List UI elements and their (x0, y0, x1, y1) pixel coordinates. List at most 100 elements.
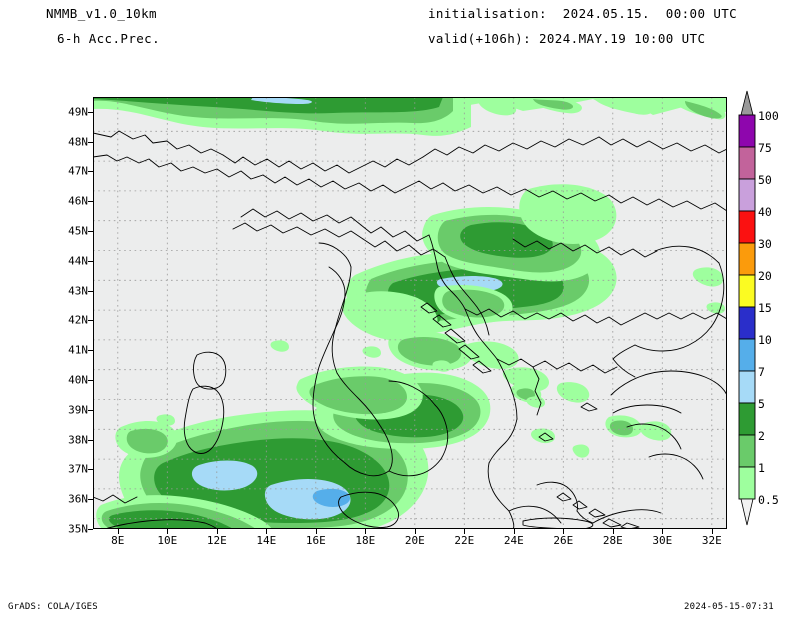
map-canvas (93, 97, 727, 529)
y-axis-label: 36N (68, 492, 88, 506)
precip-patch-light (484, 342, 503, 354)
colorbar-band-5 (738, 402, 756, 436)
colorbar-band-10 (738, 338, 756, 372)
x-axis-label: 32E (701, 534, 722, 547)
colorbar-label-1: 1 (758, 461, 765, 475)
x-tick (612, 529, 614, 534)
y-axis-label: 44N (68, 254, 88, 268)
initialisation-time: initialisation: 2024.05.15. 00:00 UTC (428, 6, 738, 21)
precip-patch-light (593, 97, 654, 115)
y-axis-label: 48N (68, 135, 88, 149)
colorbar-swatches (738, 90, 756, 526)
y-tick (88, 499, 93, 501)
x-tick (266, 529, 268, 534)
y-axis-label: 39N (68, 403, 88, 417)
x-axis-label: 10E (157, 534, 178, 547)
y-tick (88, 380, 93, 381)
y-axis-label: 43N (68, 284, 88, 298)
y-axis-label: 45N (68, 224, 88, 238)
x-axis-label: 14E (256, 534, 277, 547)
y-tick (88, 171, 93, 173)
precip-patch-light (477, 97, 517, 116)
precip-patch-light (531, 428, 555, 444)
precip-region-med (309, 376, 407, 415)
colorbar-label-30: 30 (758, 237, 772, 251)
y-axis-label: 47N (68, 164, 88, 178)
precip-region-dark (460, 222, 553, 258)
y-axis-label: 46N (68, 194, 88, 208)
x-axis-label: 16E (305, 534, 326, 547)
y-tick (88, 409, 93, 411)
precip-patch-light (692, 267, 724, 287)
colorbar-label-75: 75 (758, 141, 772, 155)
colorbar: 100 75 50 40 30 20 15 10 7 5 2 1 0.5 (736, 89, 794, 529)
precipitation-map (93, 97, 727, 529)
x-tick (563, 529, 565, 534)
colorbar-bottom-cap (740, 498, 754, 526)
x-tick (167, 529, 169, 534)
colorbar-label-2: 2 (758, 429, 765, 443)
y-axis-label: 49N (68, 105, 88, 119)
colorbar-band-40 (738, 210, 756, 244)
x-axis-label: 22E (454, 534, 475, 547)
render-timestamp: 2024-05-15-07:31 (684, 602, 774, 612)
colorbar-label-7: 7 (758, 365, 765, 379)
x-axis-label: 12E (206, 534, 227, 547)
precip-patch-med (533, 99, 574, 110)
y-tick (88, 320, 93, 322)
precip-region-med (126, 428, 168, 454)
precip-patch-light (270, 340, 289, 352)
precip-core-blue (191, 460, 258, 491)
y-axis-label: 38N (68, 433, 88, 447)
y-axis-label: 41N (68, 343, 88, 357)
y-tick (88, 141, 93, 143)
precip-core-blue (251, 97, 312, 104)
colorbar-band-15 (738, 306, 756, 340)
model-title: NMMB_v1.0_10km (0, 0, 157, 30)
x-axis-label: 30E (652, 534, 673, 547)
x-axis-label: 24E (503, 534, 524, 547)
colorbar-top-cap (740, 90, 754, 116)
y-tick (88, 529, 93, 530)
colorbar-label-10: 10 (758, 333, 772, 347)
colorbar-label-20: 20 (758, 269, 772, 283)
colorbar-label-100: 100 (758, 109, 779, 123)
y-tick (88, 111, 93, 113)
colorbar-band-20 (738, 274, 756, 308)
precip-region-light (464, 341, 519, 369)
x-tick (513, 529, 515, 534)
x-tick (464, 529, 466, 534)
colorbar-label-0.5: 0.5 (758, 493, 779, 507)
y-tick (88, 260, 93, 262)
precip-region-light (341, 291, 438, 342)
y-axis-label: 35N (68, 522, 88, 536)
precip-patch-light (640, 421, 672, 441)
colorbar-label-5: 5 (758, 397, 765, 411)
precip-patch-med (516, 388, 535, 400)
colorbar-label-40: 40 (758, 205, 772, 219)
x-tick (414, 529, 416, 534)
x-axis-label: 26E (553, 534, 574, 547)
precip-core-deepblue (312, 488, 351, 507)
y-axis-label: 42N (68, 313, 88, 327)
precip-patch-med (609, 420, 633, 436)
grads-credit: GrADS: COLA/IGES (8, 602, 98, 612)
colorbar-band-75 (738, 146, 756, 180)
precip-patch-med (685, 101, 722, 119)
x-tick (216, 529, 218, 534)
map-gridlines (93, 97, 727, 529)
colorbar-band-30 (738, 242, 756, 276)
colorbar-band-1 (738, 466, 756, 500)
precip-region-med (442, 289, 505, 318)
precipitation-contours (93, 97, 727, 529)
y-tick (88, 201, 93, 203)
x-tick (315, 529, 317, 534)
x-axis-label: 28E (602, 534, 623, 547)
colorbar-band-50 (738, 178, 756, 212)
x-tick (662, 529, 664, 534)
y-tick (88, 469, 93, 471)
precip-patch-light (706, 302, 725, 314)
colorbar-band-100 (738, 114, 756, 148)
precip-region-light (556, 382, 590, 403)
x-tick (711, 529, 713, 534)
